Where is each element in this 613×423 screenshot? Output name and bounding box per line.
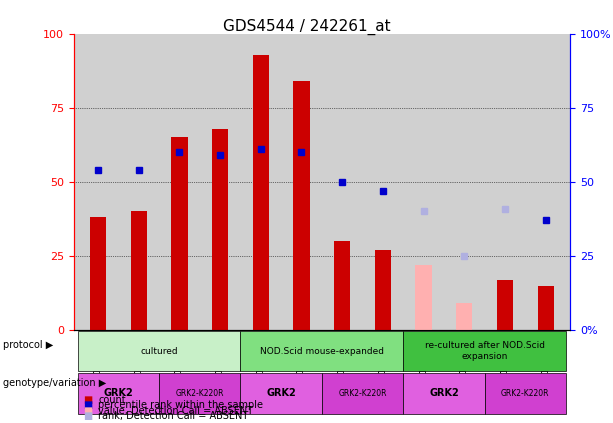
Text: value, Detection Call = ABSENT: value, Detection Call = ABSENT (98, 406, 253, 416)
Text: ■: ■ (83, 406, 92, 416)
Text: count: count (98, 395, 126, 405)
Bar (497, 280, 513, 330)
Text: GRK2-K220R: GRK2-K220R (501, 389, 550, 398)
FancyBboxPatch shape (240, 373, 322, 414)
Text: GRK2-K220R: GRK2-K220R (175, 389, 224, 398)
FancyBboxPatch shape (403, 373, 485, 414)
Text: GRK2-K220R: GRK2-K220R (338, 389, 387, 398)
Text: GRK2: GRK2 (429, 388, 459, 398)
Text: cultured: cultured (140, 346, 178, 356)
FancyBboxPatch shape (78, 331, 240, 371)
Text: protocol ▶: protocol ▶ (3, 340, 53, 350)
Text: rank, Detection Call = ABSENT: rank, Detection Call = ABSENT (98, 411, 248, 421)
Bar (538, 286, 554, 330)
Bar (456, 303, 473, 330)
Text: GDS4544 / 242261_at: GDS4544 / 242261_at (223, 19, 390, 35)
Bar (131, 212, 147, 330)
Text: genotype/variation ▶: genotype/variation ▶ (3, 378, 106, 388)
Text: percentile rank within the sample: percentile rank within the sample (98, 400, 263, 410)
Text: GRK2: GRK2 (104, 388, 133, 398)
Bar (90, 217, 106, 330)
Bar (294, 81, 310, 330)
Text: ■: ■ (83, 400, 92, 410)
FancyBboxPatch shape (78, 373, 159, 414)
FancyBboxPatch shape (485, 373, 566, 414)
Text: NOD.Scid mouse-expanded: NOD.Scid mouse-expanded (260, 346, 384, 356)
Bar (416, 265, 432, 330)
Text: ■: ■ (83, 411, 92, 421)
Bar (253, 55, 269, 330)
FancyBboxPatch shape (159, 373, 240, 414)
Text: re-cultured after NOD.Scid
expansion: re-cultured after NOD.Scid expansion (425, 341, 544, 361)
Bar (212, 129, 228, 330)
Bar (171, 137, 188, 330)
FancyBboxPatch shape (322, 373, 403, 414)
Bar (334, 241, 350, 330)
Text: ■: ■ (83, 395, 92, 405)
Bar (375, 250, 391, 330)
FancyBboxPatch shape (240, 331, 403, 371)
Text: GRK2: GRK2 (266, 388, 296, 398)
FancyBboxPatch shape (403, 331, 566, 371)
